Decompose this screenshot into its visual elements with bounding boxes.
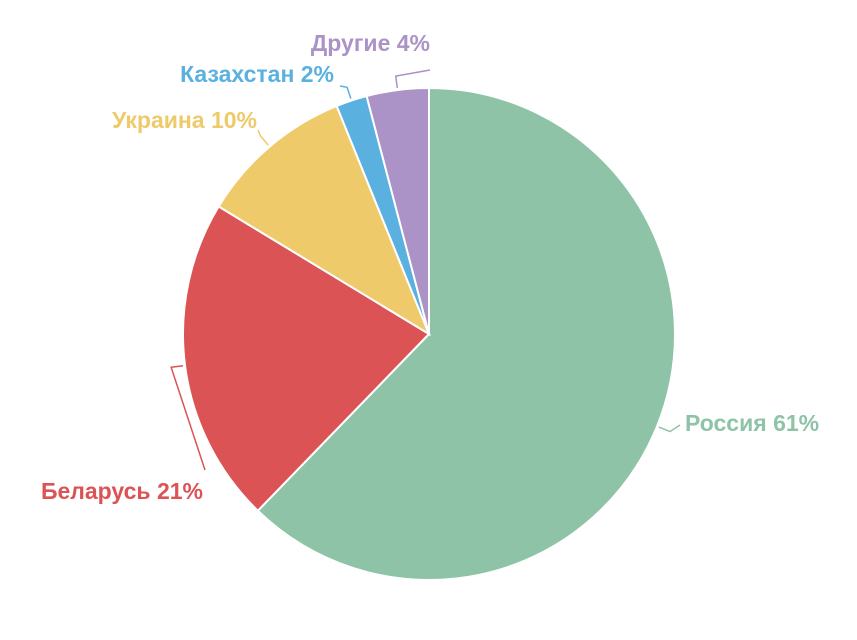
leader-line xyxy=(170,364,206,471)
category-label: Казахстан xyxy=(180,61,294,87)
pie-slice xyxy=(256,86,676,581)
slice-label: Россия 61% xyxy=(685,410,819,436)
value-label: 21% xyxy=(157,478,203,504)
value-label: 2% xyxy=(301,61,334,87)
slice-label: Беларусь 21% xyxy=(41,478,203,504)
slice-label: Казахстан 2% xyxy=(180,61,334,87)
leader-line xyxy=(394,69,431,89)
pie-slice xyxy=(217,104,432,337)
slice-label: Другие 4% xyxy=(311,30,430,56)
pie-slice xyxy=(365,86,430,335)
leader-line xyxy=(257,129,269,146)
value-label: 61% xyxy=(773,410,819,436)
category-label: Беларусь xyxy=(41,478,151,504)
value-label: 4% xyxy=(397,30,430,56)
category-label: Россия xyxy=(685,410,767,436)
leader-line xyxy=(339,85,352,99)
category-label: Украина xyxy=(112,107,205,133)
leader-line xyxy=(658,424,681,433)
slice-label: Украина 10% xyxy=(112,107,257,133)
category-label: Другие xyxy=(311,30,390,56)
pie-slice xyxy=(182,205,431,513)
value-label: 10% xyxy=(211,107,257,133)
